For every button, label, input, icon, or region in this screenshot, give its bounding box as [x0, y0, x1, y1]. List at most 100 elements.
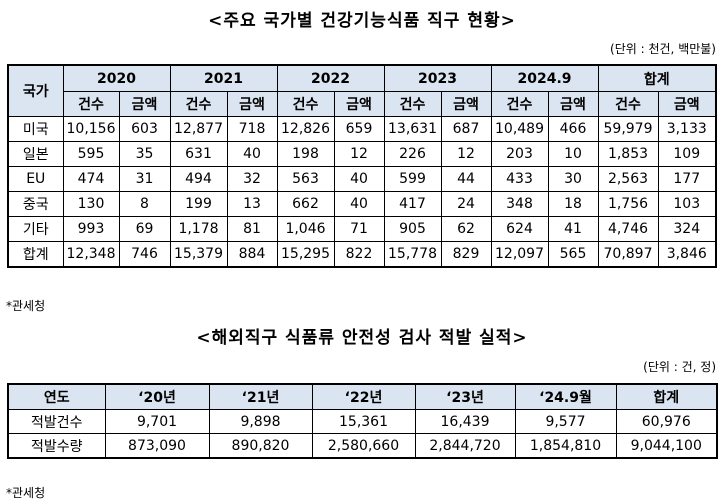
- table-cell: 15,361: [311, 409, 416, 434]
- header-year: ‘23년: [414, 383, 516, 410]
- table-cell: 3,133: [657, 116, 717, 142]
- table-row: 기타 993 69 1,178 81 1,046 71 905 62 624 41 4,746 324: [7, 216, 717, 242]
- table-cell: 15,295: [276, 241, 335, 268]
- table-cell: 631: [169, 141, 228, 167]
- table-cell: 30: [547, 166, 599, 192]
- table1-title: <주요 국가별 건강기능식품 직구 현황>: [208, 11, 516, 31]
- header-count: 건수: [597, 91, 659, 117]
- row-label: 일본: [7, 141, 64, 167]
- header-country: 국가: [7, 64, 64, 117]
- table-cell: 1,853: [597, 141, 659, 167]
- table-cell: 18: [547, 191, 599, 217]
- table-cell: 109: [657, 141, 717, 167]
- header-year: ‘24.9월: [514, 383, 617, 410]
- table-cell: 12,826: [276, 116, 335, 142]
- table-cell: 24: [440, 191, 492, 217]
- table-row: EU 474 31 494 32 563 40 599 44 433 30 2,563 177: [7, 166, 717, 192]
- table-cell: 873,090: [104, 433, 210, 459]
- table-cell: 10: [547, 141, 599, 167]
- table-cell: 687: [440, 116, 492, 142]
- table-cell: 595: [62, 141, 120, 167]
- table-cell: 12: [333, 141, 385, 167]
- row-label: 중국: [7, 191, 64, 217]
- header-count: 건수: [62, 91, 120, 117]
- table-cell: 12,348: [62, 241, 120, 268]
- row-label: 적발수량: [7, 433, 106, 459]
- table-cell: 324: [657, 216, 717, 242]
- table-cell: 40: [333, 166, 385, 192]
- table-cell: 203: [490, 141, 549, 167]
- table-cell: 35: [118, 141, 171, 167]
- row-label: 기타: [7, 216, 64, 242]
- table-cell: 81: [226, 216, 278, 242]
- table-cell: 10,489: [490, 116, 549, 142]
- table-cell: 41: [547, 216, 599, 242]
- header-year: ‘20년: [104, 383, 210, 410]
- table-cell: 15,778: [383, 241, 442, 268]
- table-cell: 40: [226, 141, 278, 167]
- table-cell: 103: [657, 191, 717, 217]
- table-cell: 71: [333, 216, 385, 242]
- header-count: 건수: [490, 91, 549, 117]
- table-row: 미국 10,156 603 12,877 718 12,826 659 13,631 687 10…: [7, 116, 717, 142]
- table-cell: 9,577: [514, 409, 617, 434]
- table-cell: 32: [226, 166, 278, 192]
- table-cell: 417: [383, 191, 442, 217]
- table1-source: *관세청: [6, 299, 46, 313]
- table-cell: 198: [276, 141, 335, 167]
- table-cell: 226: [383, 141, 442, 167]
- header-year: 2020: [62, 64, 171, 92]
- table-cell: 1,756: [597, 191, 659, 217]
- table2-unit: (단위 : 건, 정): [643, 360, 716, 374]
- table-cell: 15,379: [169, 241, 228, 268]
- table-cell: 13,631: [383, 116, 442, 142]
- row-label: 합계: [7, 241, 64, 268]
- table1-unit: (단위 : 천건, 백만불): [610, 42, 716, 56]
- table-cell: 822: [333, 241, 385, 268]
- table-cell: 70,897: [597, 241, 659, 268]
- table-cell: 599: [383, 166, 442, 192]
- table-cell: 718: [226, 116, 278, 142]
- header-year-label: 연도: [7, 383, 106, 410]
- table-cell: 746: [118, 241, 171, 268]
- row-label: EU: [7, 166, 64, 192]
- table-cell: 2,563: [597, 166, 659, 192]
- health-food-import-table: 국가 2020 2021 2022 2023 2024.9 합계 건수 금액 건…: [7, 64, 718, 268]
- table-cell: 59,979: [597, 116, 659, 142]
- header-year: 2022: [276, 64, 385, 92]
- table-cell: 659: [333, 116, 385, 142]
- table-cell: 662: [276, 191, 335, 217]
- table-row: 중국 130 8 199 13 662 40 417 24 348 18 1,756 103: [7, 191, 717, 217]
- table-cell: 3,846: [657, 241, 717, 268]
- header-amount: 금액: [333, 91, 385, 117]
- food-safety-inspection-table: 연도 ‘20년 ‘21년 ‘22년 ‘23년 ‘24.9월 합계 적발건수 9,7…: [7, 383, 718, 459]
- table-cell: 905: [383, 216, 442, 242]
- table-cell: 130: [62, 191, 120, 217]
- table-cell: 10,156: [62, 116, 120, 142]
- table-cell: 9,898: [208, 409, 313, 434]
- table-cell: 9,044,100: [615, 433, 718, 459]
- table-cell: 829: [440, 241, 492, 268]
- table-row: 적발건수 9,701 9,898 15,361 16,439 9,577 60,976: [7, 409, 718, 434]
- header-amount: 금액: [547, 91, 599, 117]
- header-year: 2024.9: [490, 64, 599, 92]
- table-cell: 466: [547, 116, 599, 142]
- table-cell: 433: [490, 166, 549, 192]
- table-cell: 4,746: [597, 216, 659, 242]
- table-row: 일본 595 35 631 40 198 12 226 12 203 10 1,853 109: [7, 141, 717, 167]
- header-year: 2023: [383, 64, 492, 92]
- header-year: ‘22년: [311, 383, 416, 410]
- table-cell: 69: [118, 216, 171, 242]
- table-cell: 1,046: [276, 216, 335, 242]
- table-cell: 624: [490, 216, 549, 242]
- table2-source: *관세청: [6, 486, 46, 500]
- header-year: 2021: [169, 64, 278, 92]
- table-cell: 563: [276, 166, 335, 192]
- table-cell: 9,701: [104, 409, 210, 434]
- table-cell: 12,097: [490, 241, 549, 268]
- table-cell: 40: [333, 191, 385, 217]
- table-cell: 62: [440, 216, 492, 242]
- table-cell: 884: [226, 241, 278, 268]
- table-cell: 60,976: [615, 409, 718, 434]
- table-cell: 199: [169, 191, 228, 217]
